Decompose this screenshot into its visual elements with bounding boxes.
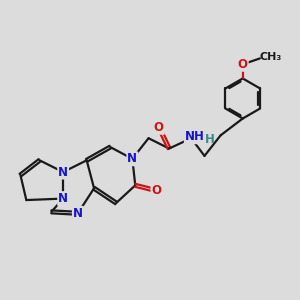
Text: O: O (152, 184, 161, 197)
Text: H: H (205, 133, 214, 146)
Text: N: N (58, 166, 68, 178)
Text: N: N (127, 152, 137, 165)
Text: N: N (58, 192, 68, 205)
Text: N: N (73, 207, 83, 220)
Text: CH₃: CH₃ (260, 52, 282, 62)
Text: O: O (238, 58, 248, 71)
Text: NH: NH (185, 130, 205, 143)
Text: O: O (154, 121, 164, 134)
